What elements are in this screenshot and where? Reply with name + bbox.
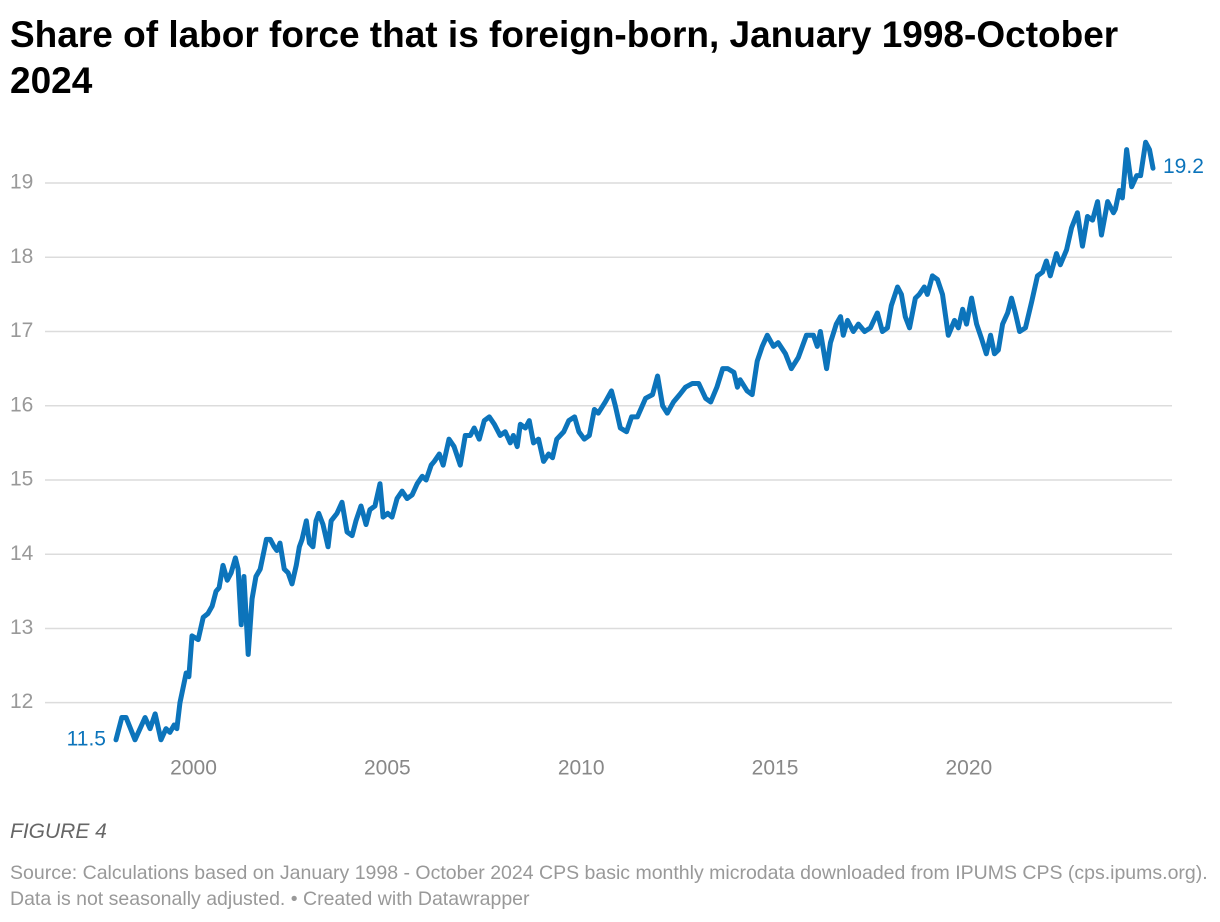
- x-tick-label: 2015: [752, 757, 799, 780]
- x-tick-label: 2020: [946, 757, 993, 780]
- y-tick-label: 18: [10, 245, 33, 268]
- chart-title: Share of labor force that is foreign-bor…: [10, 14, 1119, 101]
- y-tick-label: 19: [10, 171, 33, 194]
- y-tick-label: 12: [10, 690, 33, 713]
- y-tick-label: 16: [10, 393, 33, 416]
- source-note: Source: Calculations based on January 19…: [10, 862, 1208, 910]
- y-tick-label: 13: [10, 616, 33, 639]
- x-tick-label: 2005: [364, 757, 411, 780]
- value-label: 19.2: [1163, 155, 1204, 178]
- x-tick-label: 2000: [170, 757, 217, 780]
- x-tick-label: 2010: [558, 757, 605, 780]
- y-tick-label: 15: [10, 468, 33, 491]
- y-tick-label: 17: [10, 319, 33, 342]
- data-line: [113, 139, 1156, 743]
- chart: 12 13 14 15 16 17 18 19 2000 2005 2010 2015 2020 11.5…: [10, 139, 1204, 780]
- y-tick-label: 14: [10, 542, 34, 565]
- figure-label: FIGURE 4: [10, 820, 107, 843]
- value-label: 11.5: [67, 727, 106, 750]
